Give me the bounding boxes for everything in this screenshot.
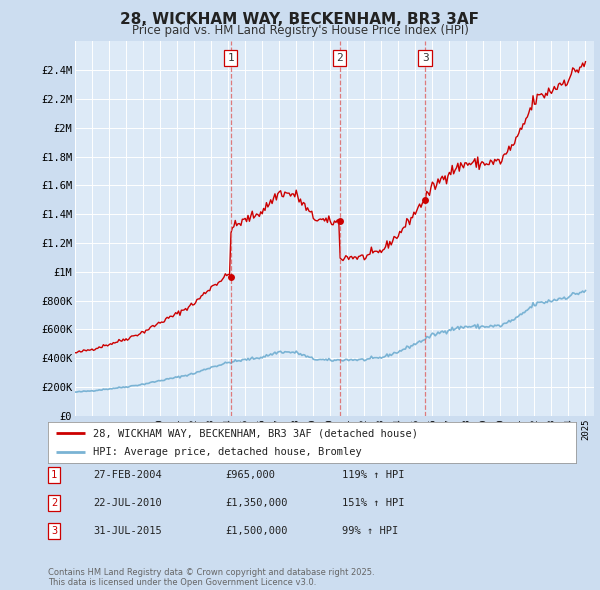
Text: HPI: Average price, detached house, Bromley: HPI: Average price, detached house, Brom…	[93, 447, 362, 457]
Text: 151% ↑ HPI: 151% ↑ HPI	[342, 498, 404, 507]
Text: 1: 1	[227, 53, 234, 63]
Text: 2: 2	[336, 53, 343, 63]
Text: 1: 1	[51, 470, 57, 480]
Text: 119% ↑ HPI: 119% ↑ HPI	[342, 470, 404, 480]
Text: 99% ↑ HPI: 99% ↑ HPI	[342, 526, 398, 536]
Text: Contains HM Land Registry data © Crown copyright and database right 2025.
This d: Contains HM Land Registry data © Crown c…	[48, 568, 374, 587]
Text: Price paid vs. HM Land Registry's House Price Index (HPI): Price paid vs. HM Land Registry's House …	[131, 24, 469, 37]
Text: 28, WICKHAM WAY, BECKENHAM, BR3 3AF: 28, WICKHAM WAY, BECKENHAM, BR3 3AF	[121, 12, 479, 27]
Text: £1,500,000: £1,500,000	[225, 526, 287, 536]
Text: £1,350,000: £1,350,000	[225, 498, 287, 507]
Text: 28, WICKHAM WAY, BECKENHAM, BR3 3AF (detached house): 28, WICKHAM WAY, BECKENHAM, BR3 3AF (det…	[93, 428, 418, 438]
Text: 31-JUL-2015: 31-JUL-2015	[93, 526, 162, 536]
Text: 27-FEB-2004: 27-FEB-2004	[93, 470, 162, 480]
Text: £965,000: £965,000	[225, 470, 275, 480]
Text: 3: 3	[51, 526, 57, 536]
Text: 3: 3	[422, 53, 428, 63]
Text: 2: 2	[51, 498, 57, 507]
Text: 22-JUL-2010: 22-JUL-2010	[93, 498, 162, 507]
